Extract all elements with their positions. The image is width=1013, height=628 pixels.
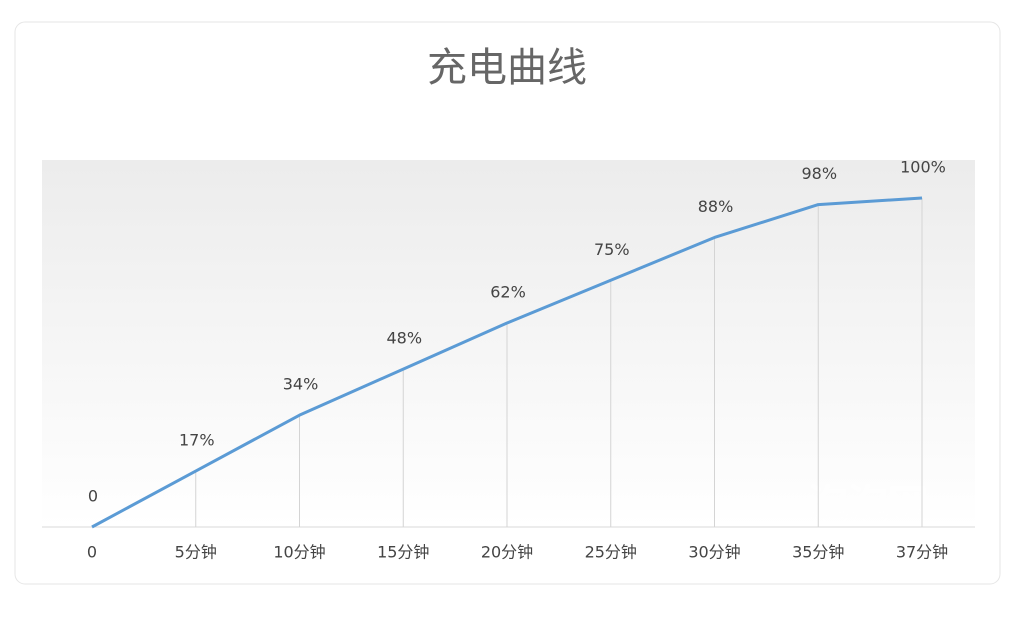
- data-label: 34%: [283, 375, 319, 394]
- x-tick-label: 37分钟: [896, 543, 948, 562]
- x-tick-label: 15分钟: [377, 543, 429, 562]
- x-tick-label: 0: [87, 543, 97, 562]
- x-tick-label: 35分钟: [792, 543, 844, 562]
- data-label: 98%: [801, 164, 837, 183]
- x-tick-label: 30分钟: [688, 543, 740, 562]
- x-tick-label: 25分钟: [585, 543, 637, 562]
- data-label: 75%: [594, 240, 630, 259]
- data-label: 48%: [386, 329, 422, 348]
- x-tick-label: 5分钟: [175, 543, 217, 562]
- data-label: 100%: [900, 158, 946, 177]
- data-label: 88%: [698, 197, 734, 216]
- plot-background: [42, 160, 975, 527]
- data-label: 62%: [490, 283, 526, 302]
- x-tick-label: 20分钟: [481, 543, 533, 562]
- data-label: 0: [88, 487, 98, 506]
- watermark: 泡泡网: [808, 482, 928, 528]
- chart-title: 充电曲线: [427, 45, 587, 91]
- data-label: 17%: [179, 431, 215, 450]
- x-tick-label: 10分钟: [273, 543, 325, 562]
- series-line: [91, 196, 923, 529]
